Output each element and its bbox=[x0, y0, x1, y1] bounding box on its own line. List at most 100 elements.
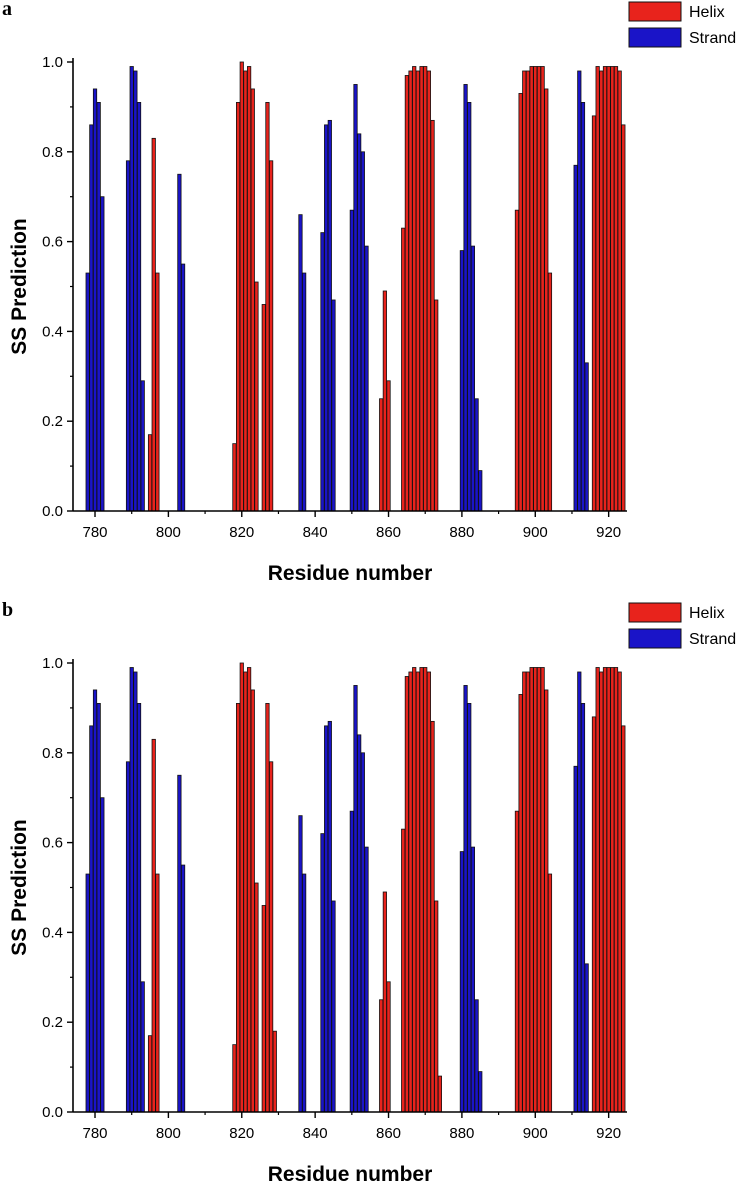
panel-label: b bbox=[2, 599, 14, 621]
bar-strand-844 bbox=[327, 119, 332, 512]
bar-strand-779 bbox=[89, 725, 94, 1113]
bar-strand-781 bbox=[96, 703, 101, 1113]
x-axis-title: Residue number bbox=[268, 1163, 433, 1186]
bar-helix-898 bbox=[525, 671, 531, 1113]
bar-strand-850 bbox=[349, 810, 354, 1113]
bar-helix-820 bbox=[239, 662, 244, 1113]
bar-helix-866 bbox=[408, 671, 413, 1113]
bar-strand-911 bbox=[573, 765, 578, 1113]
bar-strand-793 bbox=[140, 380, 145, 512]
bar-strand-843 bbox=[324, 725, 329, 1113]
bar-helix-826 bbox=[261, 304, 266, 512]
bar-strand-837 bbox=[302, 873, 307, 1113]
bar-helix-819 bbox=[236, 703, 241, 1113]
panel-label: a bbox=[2, 0, 12, 20]
bar-strand-778 bbox=[85, 873, 90, 1113]
bar-strand-852 bbox=[357, 133, 362, 512]
bar-helix-924 bbox=[621, 124, 626, 512]
bar-helix-899 bbox=[529, 667, 534, 1113]
bar-helix-918 bbox=[599, 70, 604, 512]
bar-helix-820 bbox=[239, 61, 244, 512]
y-tick-label: 0.8 bbox=[42, 745, 63, 762]
bar-helix-918 bbox=[599, 671, 604, 1113]
chart-panel-b: b 0.0 0.2 0.4 0.6 0.8 1.0 780 800 820 840 860 880 90… bbox=[0, 599, 749, 1201]
bar-helix-829 bbox=[272, 1030, 277, 1113]
x-tick-label: 800 bbox=[156, 1125, 181, 1142]
bar-helix-796 bbox=[151, 738, 156, 1113]
bar-strand-851 bbox=[353, 84, 358, 512]
bar-helix-901 bbox=[536, 66, 542, 512]
bar-helix-919 bbox=[602, 667, 608, 1113]
bar-helix-872 bbox=[430, 119, 435, 512]
bar-strand-884 bbox=[474, 999, 479, 1113]
bar-strand-790 bbox=[129, 66, 134, 512]
bar-helix-923 bbox=[617, 70, 622, 512]
x-axis-title: Residue number bbox=[268, 562, 433, 585]
bar-strand-843 bbox=[324, 124, 329, 512]
bar-strand-845 bbox=[331, 900, 336, 1113]
legend-label-strand: Strand bbox=[689, 631, 736, 648]
bar-helix-902 bbox=[540, 667, 545, 1113]
bar-strand-844 bbox=[327, 720, 332, 1113]
x-tick-label: 880 bbox=[449, 1125, 474, 1142]
chart-panel-a: a 0.0 0.2 0.4 0.6 0.8 1.0 780 800 820 840 860 880 90… bbox=[0, 0, 749, 600]
bar-helix-828 bbox=[269, 761, 274, 1113]
bar-helix-823 bbox=[250, 689, 255, 1113]
bar-helix-821 bbox=[243, 70, 248, 512]
y-tick-label: 0.0 bbox=[42, 503, 63, 520]
bar-strand-913 bbox=[580, 102, 586, 512]
x-tick-label: 900 bbox=[523, 524, 548, 541]
bar-helix-903 bbox=[544, 88, 549, 512]
y-tick-label: 0.8 bbox=[42, 144, 63, 161]
bar-strand-850 bbox=[349, 209, 354, 512]
x-tick-label: 920 bbox=[596, 1125, 621, 1142]
y-tick-label: 0.0 bbox=[42, 1104, 63, 1121]
bar-strand-842 bbox=[320, 833, 325, 1113]
bar-helix-822 bbox=[247, 66, 252, 512]
x-tick-label: 800 bbox=[156, 524, 181, 541]
bar-helix-904 bbox=[547, 272, 553, 512]
bar-strand-885 bbox=[478, 470, 483, 512]
bar-helix-916 bbox=[591, 716, 597, 1113]
bar-strand-789 bbox=[125, 160, 131, 512]
legend-label-helix: Helix bbox=[689, 4, 725, 21]
y-tick-label: 0.4 bbox=[42, 924, 63, 941]
bar-helix-864 bbox=[401, 828, 406, 1113]
bar-strand-780 bbox=[92, 88, 98, 512]
bar-helix-818 bbox=[232, 443, 237, 512]
bar-helix-868 bbox=[415, 70, 420, 512]
bar-helix-867 bbox=[412, 667, 417, 1113]
bar-strand-880 bbox=[459, 851, 464, 1113]
bar-helix-827 bbox=[265, 102, 270, 512]
bar-strand-882 bbox=[467, 102, 472, 512]
bar-helix-904 bbox=[547, 873, 553, 1113]
bar-strand-837 bbox=[302, 272, 307, 512]
bar-strand-792 bbox=[136, 102, 142, 512]
bar-strand-912 bbox=[577, 70, 582, 512]
bar-strand-881 bbox=[463, 84, 468, 512]
bar-strand-883 bbox=[470, 846, 476, 1113]
bar-helix-860 bbox=[386, 981, 391, 1113]
bar-strand-782 bbox=[100, 797, 105, 1113]
bar-helix-823 bbox=[250, 88, 255, 512]
bar-helix-859 bbox=[382, 891, 387, 1113]
bar-helix-796 bbox=[151, 137, 156, 512]
bar-strand-914 bbox=[584, 362, 589, 512]
bar-strand-853 bbox=[360, 752, 365, 1113]
y-tick-label: 0.2 bbox=[42, 413, 63, 430]
bar-strand-781 bbox=[96, 102, 101, 512]
series-helix bbox=[147, 61, 626, 512]
bar-helix-895 bbox=[514, 810, 520, 1113]
bar-strand-789 bbox=[125, 761, 131, 1113]
bar-strand-883 bbox=[470, 245, 476, 512]
bar-strand-854 bbox=[364, 846, 369, 1113]
bar-helix-797 bbox=[155, 873, 160, 1113]
bar-helix-874 bbox=[437, 1075, 442, 1113]
bar-strand-791 bbox=[133, 671, 138, 1113]
bar-strand-836 bbox=[298, 815, 303, 1113]
bar-helix-870 bbox=[423, 667, 428, 1113]
bar-strand-881 bbox=[463, 685, 468, 1113]
legend-swatch-strand bbox=[628, 628, 682, 649]
bar-strand-791 bbox=[133, 70, 138, 512]
bar-helix-871 bbox=[426, 671, 431, 1113]
